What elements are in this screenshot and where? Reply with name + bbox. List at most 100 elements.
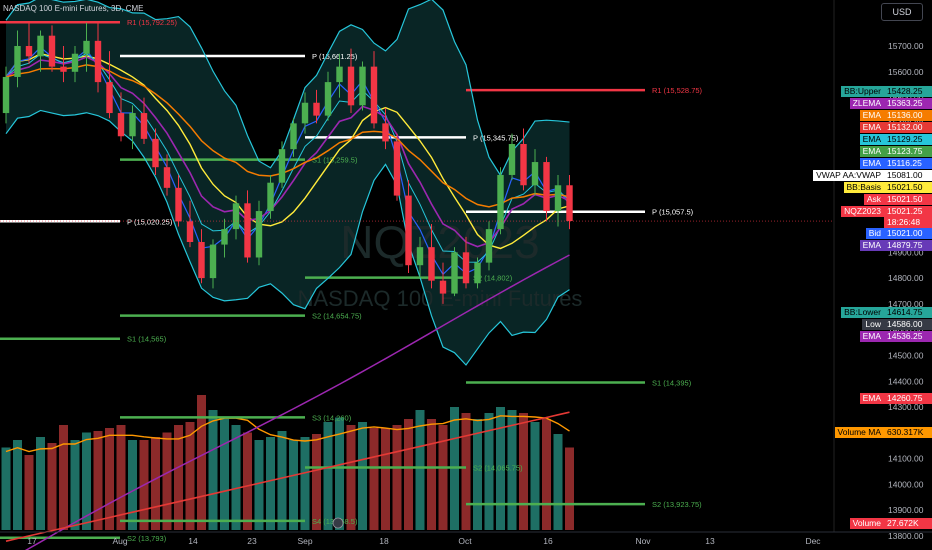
- y-axis-tick-label: 15700.00: [888, 41, 924, 51]
- volume-bar: [254, 440, 264, 530]
- volume-bar: [266, 437, 275, 530]
- event-marker-icon[interactable]: [332, 517, 344, 529]
- price-tag: NQZ2023 15021.25: [832, 206, 932, 217]
- candle[interactable]: [439, 280, 447, 294]
- candle[interactable]: [324, 82, 332, 116]
- candle[interactable]: [531, 162, 539, 186]
- pivot-level-label: P (15,020.25): [127, 217, 173, 226]
- volume-bar: [59, 425, 68, 530]
- candle[interactable]: [186, 221, 194, 242]
- candle[interactable]: [301, 102, 309, 124]
- candle[interactable]: [278, 149, 286, 183]
- candle[interactable]: [129, 113, 136, 137]
- candle[interactable]: [462, 252, 470, 284]
- candle[interactable]: [370, 66, 378, 124]
- candle[interactable]: [140, 113, 148, 139]
- ema-long-line: [24, 254, 570, 550]
- volume-bar: [553, 434, 563, 530]
- candle[interactable]: [347, 66, 355, 106]
- price-tag: Low 14586.00: [832, 319, 932, 330]
- pivot-level-label: S1 (14,565): [127, 335, 167, 344]
- candle[interactable]: [48, 35, 56, 67]
- y-axis-tick-label: 14700.00: [888, 299, 924, 309]
- candle[interactable]: [405, 195, 412, 266]
- price-tag-label: BB:Basis: [843, 182, 884, 193]
- volume-bar: [519, 413, 528, 530]
- candle[interactable]: [382, 123, 389, 142]
- candle[interactable]: [416, 247, 424, 266]
- candle[interactable]: [14, 46, 21, 77]
- y-axis-tick-label: 14900.00: [888, 247, 924, 257]
- candle[interactable]: [244, 203, 251, 258]
- candle[interactable]: [2, 76, 10, 114]
- volume-bar: [105, 428, 114, 530]
- candle[interactable]: [232, 203, 240, 230]
- volume-bar: [392, 425, 402, 530]
- price-tag-value: 630.317K: [884, 427, 932, 438]
- candle[interactable]: [267, 182, 274, 212]
- candle[interactable]: [163, 167, 171, 188]
- candle[interactable]: [209, 244, 217, 279]
- price-tag: EMA 14536.25: [832, 331, 932, 342]
- volume-bar: [47, 443, 57, 530]
- price-tag: ZLEMA 15363.25: [832, 98, 932, 109]
- candle[interactable]: [520, 144, 527, 186]
- candle[interactable]: [83, 40, 90, 54]
- candle[interactable]: [359, 66, 366, 106]
- x-axis-tick-label: Aug: [112, 536, 127, 546]
- candle[interactable]: [255, 211, 263, 258]
- y-axis-tick-label: 14500.00: [888, 350, 924, 360]
- currency-button[interactable]: USD: [881, 3, 923, 21]
- candle[interactable]: [474, 262, 481, 284]
- candle[interactable]: [428, 247, 435, 281]
- price-tag-value: 14536.25: [884, 331, 932, 342]
- candle[interactable]: [117, 113, 125, 137]
- x-axis-tick-label: Sep: [297, 536, 312, 546]
- candle[interactable]: [94, 40, 102, 83]
- candle[interactable]: [106, 82, 113, 114]
- price-tag-label: EMA: [859, 393, 884, 404]
- ema-red-line: [5, 411, 570, 542]
- candle[interactable]: [393, 141, 401, 196]
- candle[interactable]: [485, 229, 493, 263]
- y-axis-tick-label: 14100.00: [888, 454, 924, 464]
- candle[interactable]: [37, 35, 44, 57]
- x-axis-tick-label: 17: [27, 536, 37, 546]
- volume-bar: [530, 422, 540, 530]
- x-axis-tick-label: 16: [543, 536, 553, 546]
- candle[interactable]: [566, 185, 573, 222]
- candle[interactable]: [290, 123, 297, 150]
- volume-bar: [484, 413, 494, 530]
- price-tag-label: BB:Lower: [841, 307, 884, 318]
- candle[interactable]: [175, 187, 182, 222]
- candle[interactable]: [221, 229, 228, 245]
- candle[interactable]: [198, 242, 205, 279]
- candle[interactable]: [336, 66, 343, 83]
- candle[interactable]: [152, 138, 159, 168]
- price-tag: Volume MA 630.317K: [832, 427, 932, 438]
- candle[interactable]: [451, 252, 458, 294]
- candle[interactable]: [313, 102, 320, 116]
- candle[interactable]: [554, 185, 562, 212]
- volume-ma-line: [5, 415, 570, 453]
- volume-bar: [415, 410, 425, 530]
- price-tag: EMA 15136.00: [832, 110, 932, 121]
- price-tag-value: 14586.00: [884, 319, 932, 330]
- candle[interactable]: [543, 162, 550, 212]
- volume-bar: [185, 422, 195, 530]
- price-tag: EMA 14260.75: [832, 393, 932, 404]
- candle[interactable]: [508, 144, 516, 175]
- candle[interactable]: [71, 53, 79, 72]
- candle[interactable]: [25, 46, 33, 57]
- price-tag-label: BB:Upper: [841, 86, 884, 97]
- volume-bar: [93, 431, 103, 530]
- y-axis-tick-label: 13800.00: [888, 531, 924, 541]
- bollinger-lower-line: [5, 109, 570, 366]
- y-axis-tick-label: 15600.00: [888, 67, 924, 77]
- volume-bar: [507, 410, 517, 530]
- candle[interactable]: [497, 174, 504, 230]
- volume-bar: [427, 419, 436, 530]
- symbol-title[interactable]: NASDAQ 100 E-mini Futures, 3D, CME: [3, 4, 144, 13]
- candle[interactable]: [60, 66, 67, 72]
